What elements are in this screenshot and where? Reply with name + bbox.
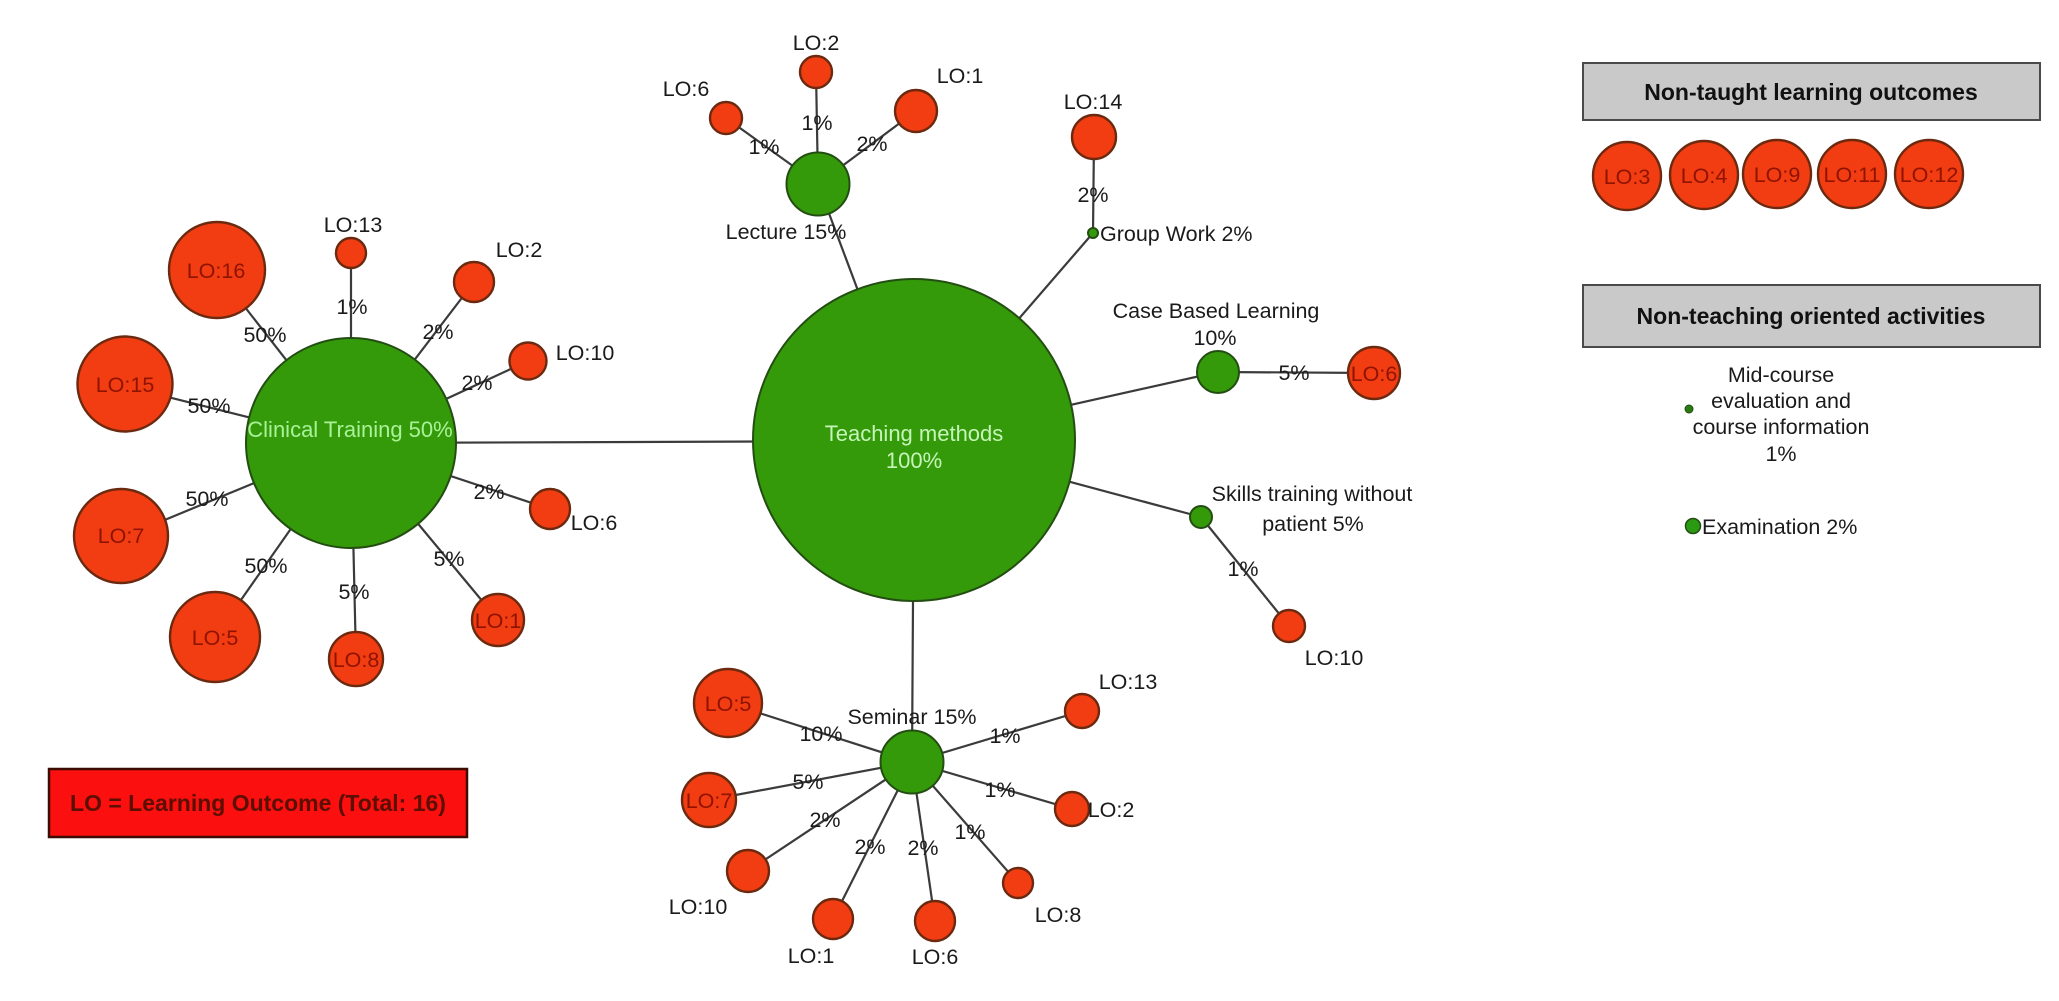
- svg-text:LO:16: LO:16: [187, 259, 246, 283]
- svg-text:LO:13: LO:13: [1099, 670, 1158, 694]
- svg-text:1%: 1%: [1765, 442, 1796, 466]
- svg-text:LO:15: LO:15: [96, 373, 155, 397]
- svg-text:Case Based Learning: Case Based Learning: [1113, 299, 1320, 323]
- svg-text:Lecture 15%: Lecture 15%: [726, 220, 847, 244]
- svg-text:1%: 1%: [984, 778, 1015, 802]
- svg-text:LO:6: LO:6: [571, 511, 618, 535]
- svg-text:LO:1: LO:1: [788, 944, 835, 968]
- svg-text:LO:10: LO:10: [669, 895, 728, 919]
- svg-text:10%: 10%: [799, 722, 842, 746]
- svg-text:5%: 5%: [792, 770, 823, 794]
- svg-text:LO:1: LO:1: [475, 609, 522, 633]
- svg-text:10%: 10%: [1193, 326, 1236, 350]
- svg-text:Teaching methods: Teaching methods: [825, 421, 1004, 446]
- svg-text:100%: 100%: [886, 448, 942, 473]
- svg-text:Examination 2%: Examination 2%: [1702, 515, 1857, 539]
- svg-text:Clinical Training 50%: Clinical Training 50%: [247, 417, 452, 442]
- svg-text:Non-taught learning outcomes: Non-taught learning outcomes: [1644, 79, 1978, 105]
- svg-text:LO:2: LO:2: [793, 31, 840, 55]
- svg-text:5%: 5%: [1278, 361, 1309, 385]
- svg-text:2%: 2%: [422, 320, 453, 344]
- svg-text:50%: 50%: [187, 394, 230, 418]
- svg-text:LO:14: LO:14: [1064, 90, 1123, 114]
- svg-text:2%: 2%: [1077, 183, 1108, 207]
- svg-text:LO:11: LO:11: [1824, 163, 1881, 187]
- svg-text:Non-teaching oriented activiti: Non-teaching oriented activities: [1637, 303, 1986, 329]
- svg-text:LO:5: LO:5: [192, 626, 239, 650]
- svg-text:1%: 1%: [748, 135, 779, 159]
- svg-text:LO:6: LO:6: [663, 77, 710, 101]
- svg-text:LO:5: LO:5: [705, 692, 752, 716]
- svg-text:1%: 1%: [1227, 557, 1258, 581]
- svg-text:patient 5%: patient 5%: [1262, 512, 1364, 536]
- svg-text:LO:8: LO:8: [333, 648, 380, 672]
- svg-text:1%: 1%: [336, 295, 367, 319]
- svg-text:LO:7: LO:7: [98, 524, 145, 548]
- svg-text:LO:12: LO:12: [1900, 163, 1959, 187]
- svg-text:LO:3: LO:3: [1604, 165, 1651, 189]
- svg-text:LO:7: LO:7: [686, 789, 733, 813]
- svg-text:2%: 2%: [907, 836, 938, 860]
- svg-text:LO:1: LO:1: [937, 64, 984, 88]
- svg-text:LO:13: LO:13: [324, 213, 383, 237]
- svg-text:LO:10: LO:10: [556, 341, 615, 365]
- svg-text:Group Work 2%: Group Work 2%: [1100, 222, 1253, 246]
- svg-text:LO:6: LO:6: [1351, 362, 1398, 386]
- svg-text:LO:10: LO:10: [1305, 646, 1364, 670]
- svg-text:50%: 50%: [243, 323, 286, 347]
- svg-text:1%: 1%: [801, 111, 832, 135]
- svg-text:50%: 50%: [185, 487, 228, 511]
- svg-text:2%: 2%: [856, 132, 887, 156]
- svg-text:course information: course information: [1693, 415, 1870, 439]
- svg-text:LO:6: LO:6: [912, 945, 959, 969]
- svg-text:LO = Learning Outcome (Total:: LO = Learning Outcome (Total: 16): [70, 790, 446, 816]
- svg-text:LO:9: LO:9: [1754, 163, 1801, 187]
- svg-text:1%: 1%: [954, 820, 985, 844]
- svg-text:1%: 1%: [989, 724, 1020, 748]
- svg-text:2%: 2%: [809, 808, 840, 832]
- svg-text:LO:2: LO:2: [1088, 798, 1135, 822]
- svg-text:LO:2: LO:2: [496, 238, 543, 262]
- svg-text:5%: 5%: [433, 547, 464, 571]
- svg-text:2%: 2%: [473, 480, 504, 504]
- svg-text:50%: 50%: [244, 554, 287, 578]
- svg-text:LO:8: LO:8: [1035, 903, 1082, 927]
- svg-text:2%: 2%: [854, 835, 885, 859]
- svg-text:Mid-course: Mid-course: [1728, 363, 1834, 387]
- svg-text:2%: 2%: [461, 371, 492, 395]
- svg-text:LO:4: LO:4: [1681, 164, 1728, 188]
- svg-text:Skills training without: Skills training without: [1212, 482, 1413, 506]
- svg-text:evaluation and: evaluation and: [1711, 389, 1851, 413]
- svg-text:Seminar 15%: Seminar 15%: [847, 705, 976, 729]
- svg-text:5%: 5%: [338, 580, 369, 604]
